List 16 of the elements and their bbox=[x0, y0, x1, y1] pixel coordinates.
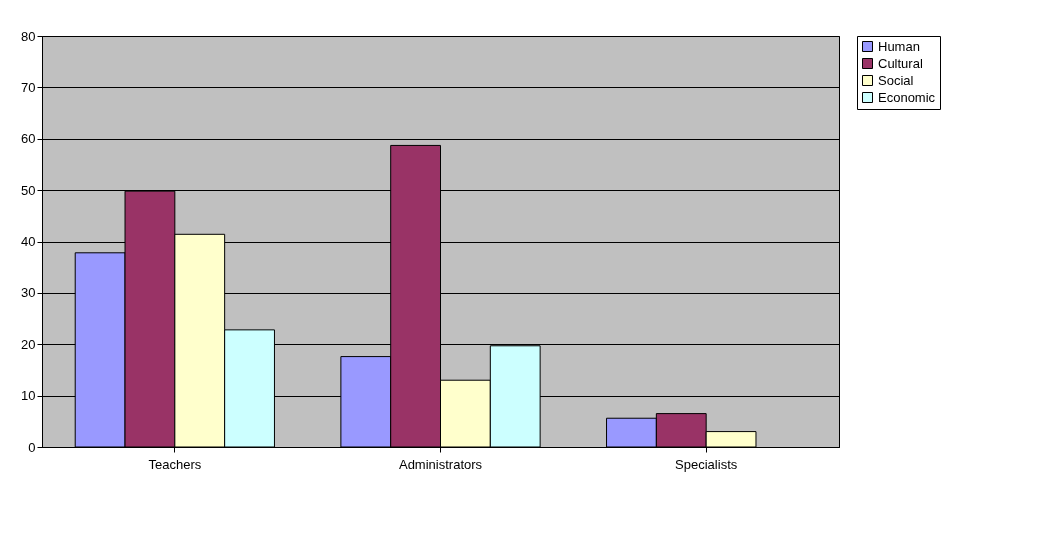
x-tick-label: Teachers bbox=[148, 456, 202, 472]
legend-label: Cultural bbox=[878, 55, 923, 71]
y-tick-label: 40 bbox=[21, 234, 36, 249]
y-tick-label: 70 bbox=[21, 79, 36, 95]
y-tick-label: 10 bbox=[21, 388, 36, 404]
legend-label: Human bbox=[878, 38, 920, 54]
x-tick-label: Specialists bbox=[675, 456, 738, 472]
y-tick-label: 60 bbox=[21, 131, 36, 147]
y-tick-label: 80 bbox=[21, 28, 36, 44]
x-tick-label: Administrators bbox=[398, 456, 483, 472]
legend-label: Social bbox=[878, 72, 914, 88]
y-tick-label: 50 bbox=[21, 182, 36, 198]
y-tick-label: 0 bbox=[28, 439, 36, 455]
legend-label: Economic bbox=[878, 89, 936, 105]
y-tick-label: 30 bbox=[21, 285, 36, 301]
y-tick-label: 20 bbox=[21, 336, 36, 352]
